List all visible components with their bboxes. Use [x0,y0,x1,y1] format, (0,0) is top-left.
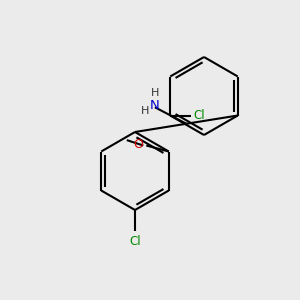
Text: Cl: Cl [129,235,141,248]
Text: H: H [141,106,149,116]
Text: Cl: Cl [194,109,205,122]
Text: O: O [134,137,143,151]
Text: H: H [151,88,159,98]
Text: N: N [150,99,160,112]
